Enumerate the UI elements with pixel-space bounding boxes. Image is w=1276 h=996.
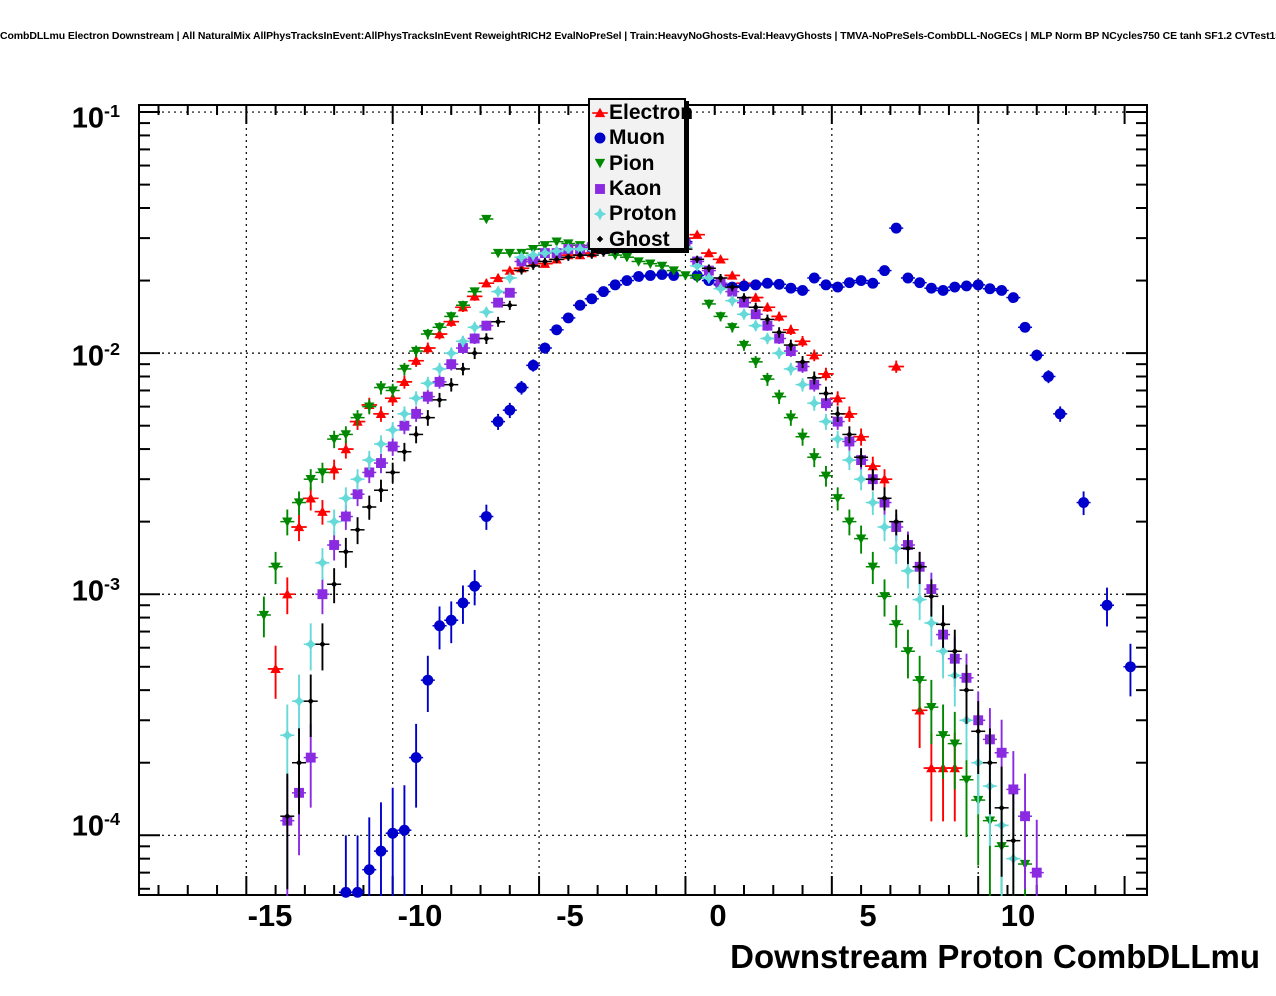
circle-icon — [592, 130, 608, 146]
legend-label-proton: Proton — [609, 202, 677, 226]
x-tick-label-minus10: -10 — [397, 898, 443, 933]
page-title: CombDLLmu Electron Downstream | All Natu… — [0, 30, 1276, 42]
square-icon — [592, 181, 608, 197]
x-axis-title: Downstream Proton CombDLLmu — [730, 938, 1260, 975]
legend-label-muon: Muon — [609, 126, 665, 150]
series-electron — [267, 165, 963, 822]
y-tick-label-2: 10-2 — [71, 339, 120, 373]
x-tick-label-5: 5 — [859, 898, 877, 933]
legend-label-electron: Electron — [609, 101, 694, 125]
x-tick-label-10: 10 — [1000, 898, 1036, 933]
legend: Electron Muon Pion Kaon Proton Ghost — [588, 98, 693, 251]
series-proton — [280, 228, 1021, 896]
triangle-up-icon — [592, 105, 608, 121]
legend-item-muon[interactable]: Muon — [590, 125, 684, 150]
legend-label-pion: Pion — [609, 151, 655, 175]
legend-item-kaon[interactable]: Kaon — [590, 176, 684, 201]
x-tick-label-minus5: -5 — [556, 898, 584, 933]
star-icon — [592, 206, 608, 222]
y-tick-label-1: 10-1 — [71, 101, 120, 135]
grid-lines — [138, 104, 1148, 896]
legend-label-kaon: Kaon — [609, 177, 662, 201]
x-tick-label-0: 0 — [709, 898, 727, 933]
legend-item-proton[interactable]: Proton — [590, 201, 684, 226]
legend-item-pion[interactable]: Pion — [590, 151, 684, 176]
y-tick-label-3: 10-3 — [71, 574, 120, 608]
triangle-down-icon — [592, 155, 608, 171]
series-muon — [338, 222, 1138, 898]
data-points — [256, 165, 1138, 898]
legend-item-ghost[interactable]: Ghost — [590, 226, 684, 251]
legend-item-electron[interactable]: Electron — [590, 100, 693, 125]
series-ghost — [280, 236, 1021, 896]
diamond-icon — [592, 231, 608, 247]
y-tick-label-4: 10-4 — [71, 809, 120, 843]
legend-label-ghost: Ghost — [609, 227, 670, 251]
series-kaon — [280, 229, 1044, 896]
series-pion — [256, 214, 1033, 896]
x-tick-label-minus15: -15 — [247, 898, 293, 933]
